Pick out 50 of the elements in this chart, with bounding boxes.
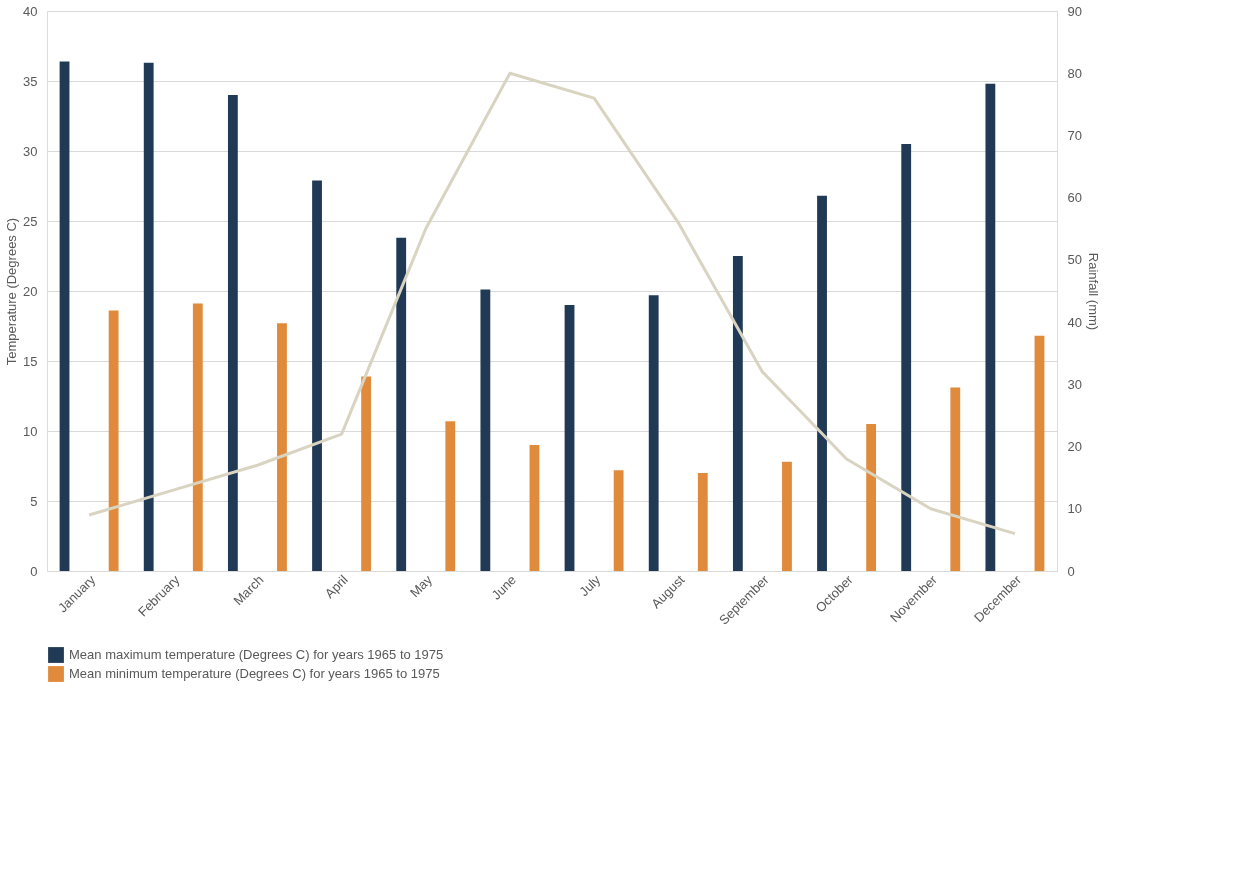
y2-tick-label: 80 bbox=[1067, 65, 1082, 81]
bar bbox=[985, 83, 996, 571]
y2-tick-label: 90 bbox=[1067, 3, 1082, 19]
bar bbox=[396, 237, 407, 571]
y2-tick-label: 40 bbox=[1067, 314, 1082, 330]
x-tick-label: July bbox=[576, 571, 604, 600]
bar bbox=[950, 387, 961, 571]
bar bbox=[866, 424, 877, 571]
y-tick-label: 35 bbox=[23, 73, 38, 89]
y2-axis-title: Rainfall (mm) bbox=[1085, 252, 1101, 331]
line-series bbox=[87, 71, 1017, 536]
bar bbox=[613, 470, 624, 571]
legend-label: Mean minimum temperature (Degrees C) for years 1965 to 1975 bbox=[69, 666, 440, 681]
x-tick-label: May bbox=[406, 571, 436, 601]
bar bbox=[564, 305, 575, 571]
bar bbox=[782, 461, 792, 571]
bar bbox=[108, 310, 119, 571]
y2-tick-label: 50 bbox=[1067, 252, 1082, 268]
bar bbox=[277, 323, 287, 571]
bar bbox=[227, 95, 238, 571]
y-tick-label: 30 bbox=[23, 143, 38, 159]
y-tick-label: 25 bbox=[23, 213, 38, 229]
bar bbox=[732, 256, 743, 571]
y2-tick-label: 10 bbox=[1067, 501, 1082, 517]
bar bbox=[529, 445, 540, 571]
bar bbox=[648, 295, 659, 571]
y2-tick-label: 0 bbox=[1067, 563, 1075, 579]
y-tick-label: 40 bbox=[23, 3, 38, 19]
bar bbox=[1034, 335, 1045, 571]
bar bbox=[59, 61, 70, 571]
bar bbox=[901, 144, 912, 571]
y-tick-label: 15 bbox=[23, 353, 38, 369]
y-tick-label: 20 bbox=[23, 283, 38, 299]
y2-tick-label: 60 bbox=[1067, 190, 1082, 206]
y-tick-label: 10 bbox=[23, 423, 38, 439]
y2-tick-label: 20 bbox=[1067, 439, 1082, 455]
bar bbox=[312, 180, 322, 571]
bar bbox=[445, 421, 456, 571]
bar bbox=[361, 376, 372, 571]
bar bbox=[143, 62, 154, 571]
y2-tick-label: 70 bbox=[1067, 127, 1082, 143]
bar bbox=[192, 303, 203, 571]
y-tick-label: 0 bbox=[30, 563, 38, 579]
bar bbox=[480, 289, 491, 571]
y-tick-label: 5 bbox=[30, 493, 38, 509]
y-axis-title: Temperature (Degrees C) bbox=[4, 217, 20, 366]
y2-tick-label: 30 bbox=[1067, 376, 1082, 392]
bar bbox=[697, 473, 708, 571]
legend-label: Mean maximum temperature (Degrees C) for years 1965 to 1975 bbox=[69, 647, 444, 662]
bar bbox=[817, 195, 827, 571]
